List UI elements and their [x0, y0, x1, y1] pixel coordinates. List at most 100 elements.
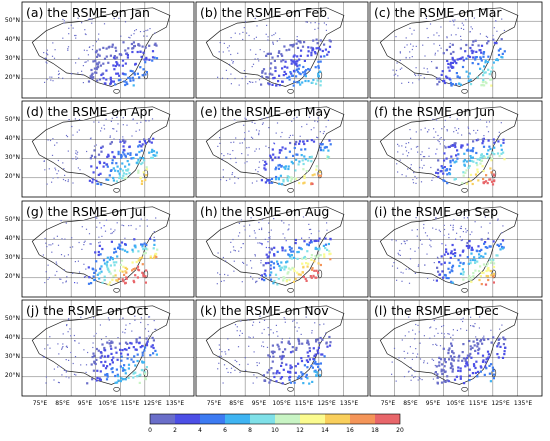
- station-point: [77, 151, 79, 153]
- station-point: [465, 160, 468, 163]
- station-point: [317, 46, 320, 50]
- station-point: [233, 260, 235, 262]
- station-point: [120, 259, 124, 262]
- station-point: [471, 62, 474, 65]
- station-point: [305, 279, 308, 282]
- station-point: [88, 233, 91, 235]
- station-point: [477, 62, 480, 66]
- station-point: [285, 261, 288, 264]
- station-point: [266, 346, 269, 348]
- station-point: [261, 118, 263, 120]
- station-point: [146, 248, 149, 251]
- station-point: [121, 169, 124, 172]
- station-point: [66, 324, 68, 326]
- station-point: [469, 352, 472, 355]
- station-point: [121, 224, 123, 226]
- station-point: [134, 244, 137, 247]
- station-point: [230, 367, 233, 369]
- latitude-tick-label: 50°N: [5, 116, 20, 123]
- station-point: [324, 335, 326, 337]
- station-point: [111, 117, 113, 119]
- station-point: [49, 76, 51, 78]
- station-point: [218, 344, 220, 346]
- station-point: [480, 51, 483, 54]
- island-outline: [113, 187, 120, 193]
- station-point: [289, 44, 292, 47]
- station-point: [66, 346, 68, 348]
- station-point: [433, 279, 435, 281]
- station-point: [90, 68, 93, 72]
- station-point: [473, 129, 475, 132]
- station-point: [249, 235, 251, 237]
- station-point: [112, 176, 115, 180]
- station-point: [462, 357, 465, 360]
- station-point: [102, 165, 105, 168]
- latitude-tick-label: 40°N: [5, 334, 20, 341]
- station-point: [415, 74, 417, 77]
- station-point: [458, 354, 461, 357]
- station-point: [58, 353, 60, 355]
- station-point: [489, 78, 492, 81]
- station-point: [292, 250, 295, 253]
- station-point: [241, 332, 243, 334]
- station-point: [455, 375, 458, 378]
- station-point: [229, 63, 231, 66]
- station-point: [126, 56, 129, 59]
- station-point: [414, 272, 416, 274]
- station-point: [468, 244, 471, 247]
- station-point: [406, 155, 409, 157]
- station-point: [404, 241, 406, 243]
- station-point: [319, 174, 322, 177]
- station-point: [479, 365, 482, 368]
- station-point: [273, 34, 275, 36]
- station-point: [497, 219, 499, 221]
- station-point: [145, 168, 148, 171]
- station-point: [482, 263, 486, 266]
- station-point: [306, 250, 309, 253]
- station-point: [146, 219, 148, 221]
- station-point: [62, 37, 64, 39]
- station-point: [437, 332, 439, 334]
- station-point: [305, 262, 308, 265]
- station-point: [227, 153, 229, 155]
- station-point: [67, 179, 69, 181]
- station-point: [483, 373, 486, 376]
- station-point: [498, 155, 501, 158]
- station-point: [287, 167, 290, 171]
- station-point: [472, 140, 475, 143]
- station-point: [133, 238, 136, 241]
- station-point: [465, 231, 467, 233]
- station-point: [130, 42, 133, 46]
- station-point: [475, 336, 477, 338]
- station-point: [64, 174, 66, 176]
- station-point: [273, 350, 276, 354]
- station-point: [304, 375, 308, 378]
- station-point: [144, 73, 147, 76]
- station-point: [273, 246, 276, 249]
- station-point: [261, 228, 263, 231]
- station-point: [277, 178, 280, 181]
- station-point: [418, 376, 420, 378]
- station-point: [51, 55, 54, 57]
- station-point: [405, 175, 407, 177]
- station-point: [488, 154, 491, 157]
- station-point: [280, 361, 284, 364]
- station-point: [444, 169, 447, 172]
- station-point: [459, 83, 462, 86]
- station-point: [499, 328, 501, 330]
- station-point: [303, 255, 306, 259]
- station-point: [465, 70, 468, 73]
- station-point: [139, 31, 142, 33]
- station-point: [432, 378, 434, 380]
- colorbar-tick-label: 16: [346, 427, 354, 434]
- station-point: [107, 61, 110, 64]
- station-point: [307, 159, 310, 162]
- station-point: [448, 168, 452, 171]
- station-point: [301, 81, 304, 84]
- station-point: [472, 340, 475, 343]
- station-point: [451, 56, 454, 59]
- station-point: [291, 45, 294, 48]
- station-point: [45, 57, 47, 60]
- station-point: [503, 29, 505, 32]
- station-point: [319, 48, 322, 51]
